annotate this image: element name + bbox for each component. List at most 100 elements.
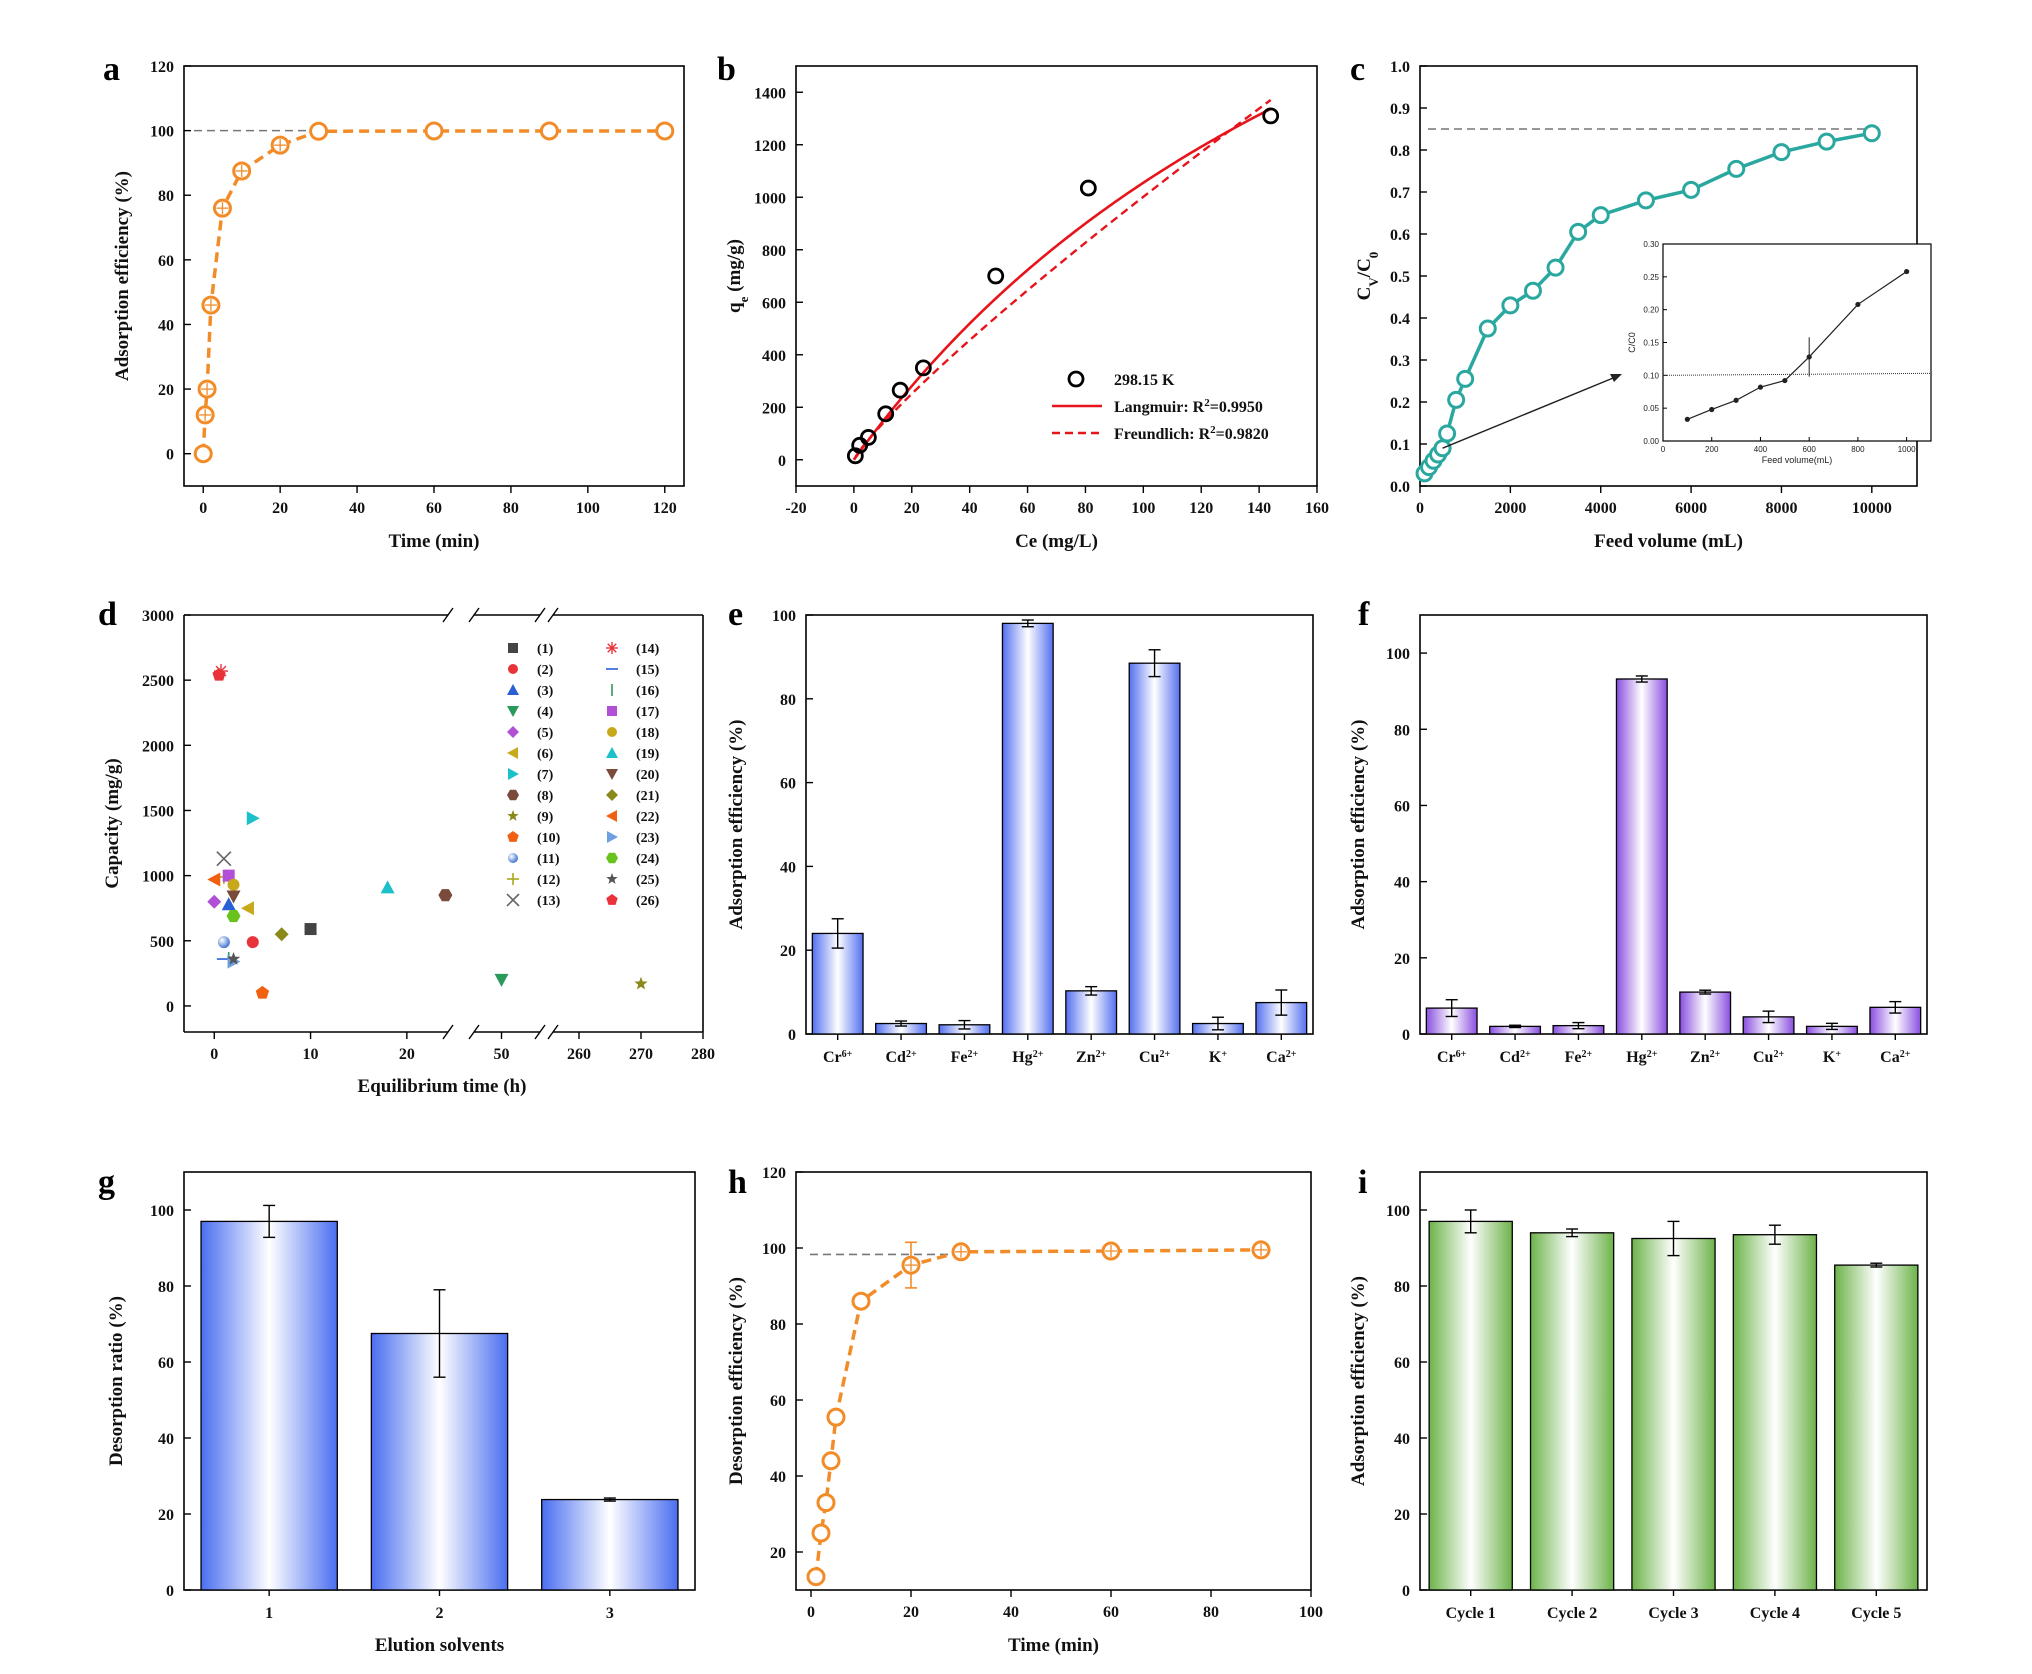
- panel-b-xtick-label: 40: [962, 500, 978, 517]
- panel-g-category-label-2: 3: [606, 1605, 614, 1622]
- panel-b-xtick-label: -20: [785, 500, 806, 517]
- panel-e-chart: 0 20 40 60 80 100 Cr6+ Cd2+ Fe2+ Hg2+ Zn2+ Cu2+ K+ Ca…: [726, 608, 1314, 1067]
- panel-d-top-break-2: [534, 607, 546, 623]
- panel-d-legend-label-11: (11): [537, 852, 560, 867]
- panel-d-legend-label-16: (16): [636, 684, 660, 699]
- panel-h-xtick-label: 0: [807, 1604, 815, 1621]
- panel-a-point-7: [309, 121, 329, 141]
- panel-f-ytick-label: 60: [1394, 798, 1410, 815]
- panel-d-legend-marker-20: [606, 769, 618, 780]
- panel-h-ytick-label: 120: [762, 1165, 786, 1182]
- panel-f-category-label-4: Zn2+: [1690, 1049, 1721, 1067]
- panel-d-point-9: [634, 976, 648, 990]
- panel-h-ytick-label: 100: [762, 1241, 786, 1258]
- panel-d-legend-marker-19: [606, 747, 618, 758]
- panel-b-data-point-7: [1079, 179, 1097, 197]
- panel-c-ytick-label: 1.0: [1390, 59, 1410, 76]
- panel-d-point-20: [226, 890, 241, 904]
- panel-c-ylabel: CV/C0: [1354, 252, 1381, 301]
- panel-c-inset-point-3: [1757, 384, 1764, 390]
- panel-a-ytick-label: 100: [150, 124, 174, 141]
- panel-d-ytick-label: 1500: [142, 803, 174, 820]
- panel-d-legend-marker-14: [606, 642, 618, 654]
- panel-d-point-6: [240, 901, 254, 916]
- panel-h-point-0: [806, 1567, 826, 1587]
- panel-d-point-21: [274, 927, 289, 942]
- panel-f-bar-3: [1615, 678, 1668, 1035]
- panel-g-bar-2: [541, 1498, 679, 1591]
- panel-e-category-label-7: Ca2+: [1266, 1049, 1297, 1067]
- panel-d-ytick-label: 0: [166, 999, 174, 1016]
- panel-c-ytick-label: 0.7: [1390, 185, 1410, 202]
- panel-b-ytick-label: 1200: [754, 138, 786, 155]
- panel-c-point-8: [1478, 319, 1497, 338]
- panel-h-ytick-label: 20: [770, 1545, 786, 1562]
- panel-a-ytick-label: 20: [158, 382, 174, 399]
- panel-d-legend-label-13: (13): [537, 894, 561, 909]
- panel-a-ytick-label: 0: [166, 447, 174, 464]
- panel-h-xlabel: Time (min): [1008, 1635, 1099, 1656]
- panel-d-legend-marker-23: [607, 831, 618, 843]
- panel-c-point-17: [1772, 143, 1791, 162]
- panel-e-ytick-label: 20: [780, 943, 796, 960]
- panel-d-legend-label-8: (8): [537, 789, 554, 804]
- panel-e-category-label-1: Cd2+: [885, 1049, 916, 1067]
- panel-f-category-label-6: K+: [1823, 1049, 1841, 1067]
- panel-g-ytick-label: 60: [158, 1355, 174, 1372]
- panel-i-category-label-3: Cycle 4: [1750, 1605, 1800, 1622]
- panel-a-xtick-label: 120: [653, 500, 677, 517]
- panel-i-ytick-label: 0: [1402, 1583, 1410, 1600]
- panel-a-xlabel: Time (min): [389, 531, 480, 552]
- panel-b-data-point-6: [987, 267, 1005, 285]
- panel-letter-a: a: [103, 51, 120, 88]
- panel-d-legend-marker-26: [606, 894, 618, 905]
- panel-d-legend-marker-24: [606, 852, 618, 864]
- panel-d-bottom-break-0: [442, 1024, 454, 1040]
- panel-c-point-9: [1501, 296, 1520, 315]
- panel-c-xtick-label: 2000: [1494, 500, 1526, 517]
- panel-c-ytick-label: 0.4: [1390, 311, 1410, 328]
- panel-c-xlabel: Feed volume (mL): [1594, 531, 1743, 552]
- panel-h-point-4: [826, 1407, 846, 1427]
- panel-c-inset-xtick-label: 400: [1754, 445, 1768, 454]
- panel-f-category-label-5: Cu2+: [1753, 1049, 1784, 1067]
- panel-d-legend-label-7: (7): [537, 768, 554, 783]
- panel-c-point-14: [1636, 191, 1655, 210]
- panel-d-xtick-label: 50: [494, 1046, 510, 1063]
- panel-c-point-12: [1569, 222, 1588, 241]
- panel-d-xtick-label: 20: [399, 1046, 415, 1063]
- panel-i-ytick-label: 60: [1394, 1355, 1410, 1372]
- panel-f-ytick-label: 40: [1394, 875, 1410, 892]
- panel-d-legend-marker-25: [606, 873, 618, 884]
- panel-d-xtick-label: 280: [691, 1046, 715, 1063]
- panel-d-point-8: [438, 889, 453, 902]
- panel-h-series-line: [814, 1248, 1262, 1577]
- panel-b-legend-label-0: 298.15 K: [1114, 372, 1175, 389]
- panel-b-xtick-label: 60: [1020, 500, 1036, 517]
- panel-f-ytick-label: 20: [1394, 951, 1410, 968]
- panel-c-point-18: [1817, 132, 1836, 151]
- panel-d-legend-label-21: (21): [636, 789, 660, 804]
- panel-b-data-point-8: [1262, 107, 1280, 125]
- panel-b-ytick-label: 400: [762, 348, 786, 365]
- panel-c-ytick-label: 0.1: [1390, 437, 1410, 454]
- panel-c-ytick-label: 0.8: [1390, 143, 1410, 160]
- panel-d-legend-marker-6: [507, 747, 518, 759]
- panel-c-inset-point-7: [1904, 268, 1910, 275]
- panel-d-legend-marker-12: [507, 873, 519, 885]
- panel-h-chart: 20 40 60 80 100 120 0 20 40 60 80 100 Desorption eff…: [726, 1165, 1323, 1656]
- panel-c-inset-xlabel: Feed volume(mL): [1762, 455, 1833, 465]
- panel-b-data-point-2: [859, 429, 877, 446]
- panel-a-xtick-label: 0: [199, 500, 207, 517]
- panel-d-legend-marker-17: [607, 706, 617, 716]
- panel-i-ytick-label: 100: [1386, 1203, 1410, 1220]
- panel-h-xtick-label: 40: [1003, 1604, 1019, 1621]
- panel-d-ytick-label: 2000: [142, 738, 174, 755]
- panel-e-category-label-5: Cu2+: [1139, 1049, 1170, 1067]
- panel-d-point-25: [226, 952, 241, 965]
- panel-d-legend-label-25: (25): [636, 873, 660, 888]
- panel-f-plot-frame: [1419, 614, 1928, 1035]
- panel-b-ytick-label: 1000: [754, 190, 786, 207]
- panel-h-xtick-label: 80: [1203, 1604, 1219, 1621]
- panel-d-legend-label-12: (12): [537, 873, 561, 888]
